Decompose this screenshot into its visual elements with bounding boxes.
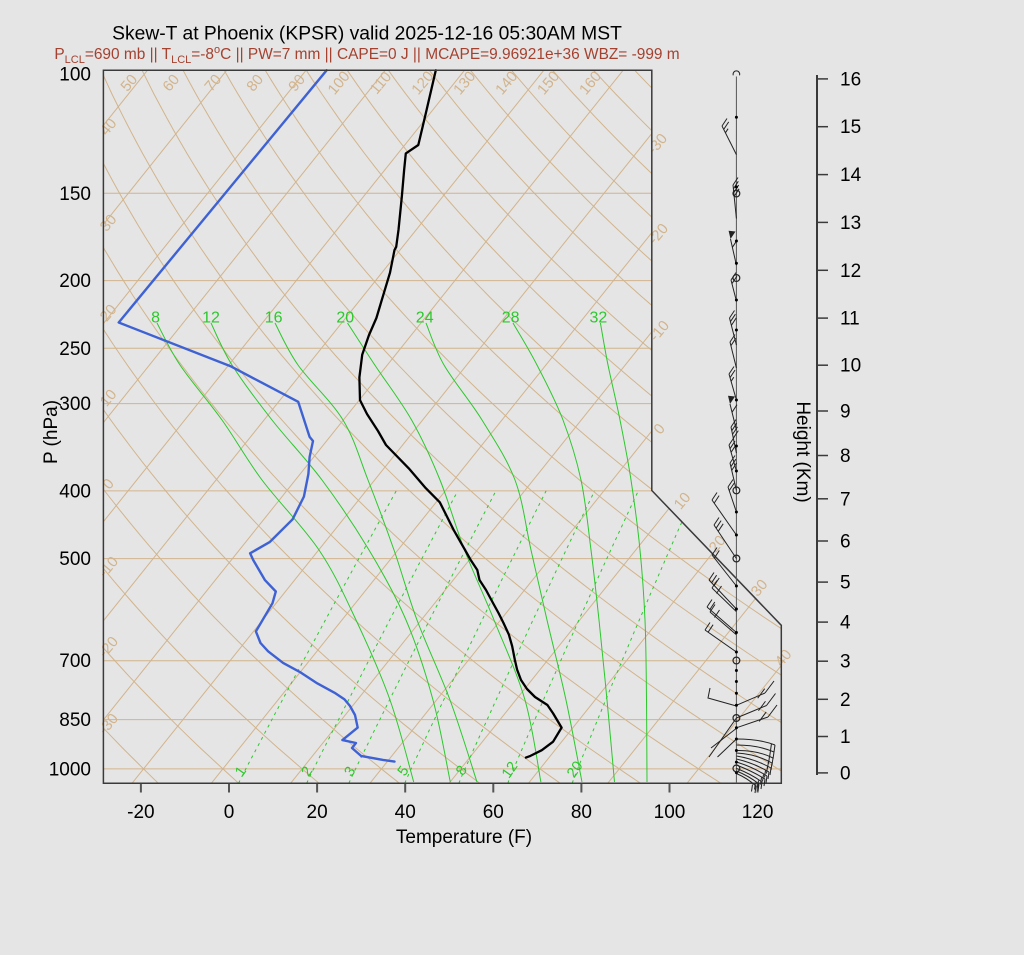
svg-text:7: 7 <box>840 489 851 510</box>
svg-text:Temperature (F): Temperature (F) <box>396 827 532 848</box>
svg-text:20: 20 <box>307 802 328 823</box>
svg-text:12: 12 <box>202 310 220 327</box>
svg-text:Height (Km): Height (Km) <box>792 401 813 502</box>
svg-text:13: 13 <box>840 213 861 234</box>
svg-text:100: 100 <box>654 802 686 823</box>
svg-text:9: 9 <box>840 402 851 423</box>
svg-text:0: 0 <box>224 802 235 823</box>
svg-text:200: 200 <box>59 271 91 292</box>
svg-text:0: 0 <box>840 763 851 784</box>
svg-text:120: 120 <box>742 802 774 823</box>
svg-text:12: 12 <box>840 261 861 282</box>
svg-text:32: 32 <box>590 310 608 327</box>
svg-text:11: 11 <box>840 309 860 330</box>
svg-text:20: 20 <box>336 310 354 327</box>
svg-text:500: 500 <box>59 549 91 570</box>
svg-text:28: 28 <box>502 310 520 327</box>
svg-text:100: 100 <box>59 65 91 86</box>
svg-text:6: 6 <box>840 532 851 553</box>
svg-text:8: 8 <box>840 446 851 467</box>
svg-text:400: 400 <box>59 481 91 502</box>
svg-text:1: 1 <box>840 727 851 748</box>
svg-text:3: 3 <box>840 652 851 673</box>
svg-text:-20: -20 <box>127 802 154 823</box>
svg-text:60: 60 <box>483 802 504 823</box>
svg-text:250: 250 <box>59 339 91 360</box>
svg-text:1000: 1000 <box>49 759 91 780</box>
svg-text:16: 16 <box>840 69 861 90</box>
svg-text:150: 150 <box>59 184 91 205</box>
svg-text:10: 10 <box>840 356 861 377</box>
svg-text:14: 14 <box>840 165 862 186</box>
svg-text:24: 24 <box>416 310 434 327</box>
svg-text:15: 15 <box>840 117 861 138</box>
svg-text:5: 5 <box>840 573 851 594</box>
svg-text:4: 4 <box>840 613 851 634</box>
svg-text:2: 2 <box>840 690 851 711</box>
svg-text:8: 8 <box>151 310 160 327</box>
svg-text:700: 700 <box>59 651 91 672</box>
svg-text:850: 850 <box>59 710 91 731</box>
svg-text:Skew-T at Phoenix (KPSR) valid: Skew-T at Phoenix (KPSR) valid 2025-12-1… <box>112 24 622 45</box>
svg-text:40: 40 <box>395 802 416 823</box>
svg-text:P (hPa): P (hPa) <box>41 400 62 464</box>
svg-text:300: 300 <box>59 394 91 415</box>
svg-text:16: 16 <box>265 310 283 327</box>
svg-text:PLCL=690 mb || TLCL=-8oC || PW: PLCL=690 mb || TLCL=-8oC || PW=7 mm || C… <box>54 44 679 66</box>
svg-text:80: 80 <box>571 802 592 823</box>
